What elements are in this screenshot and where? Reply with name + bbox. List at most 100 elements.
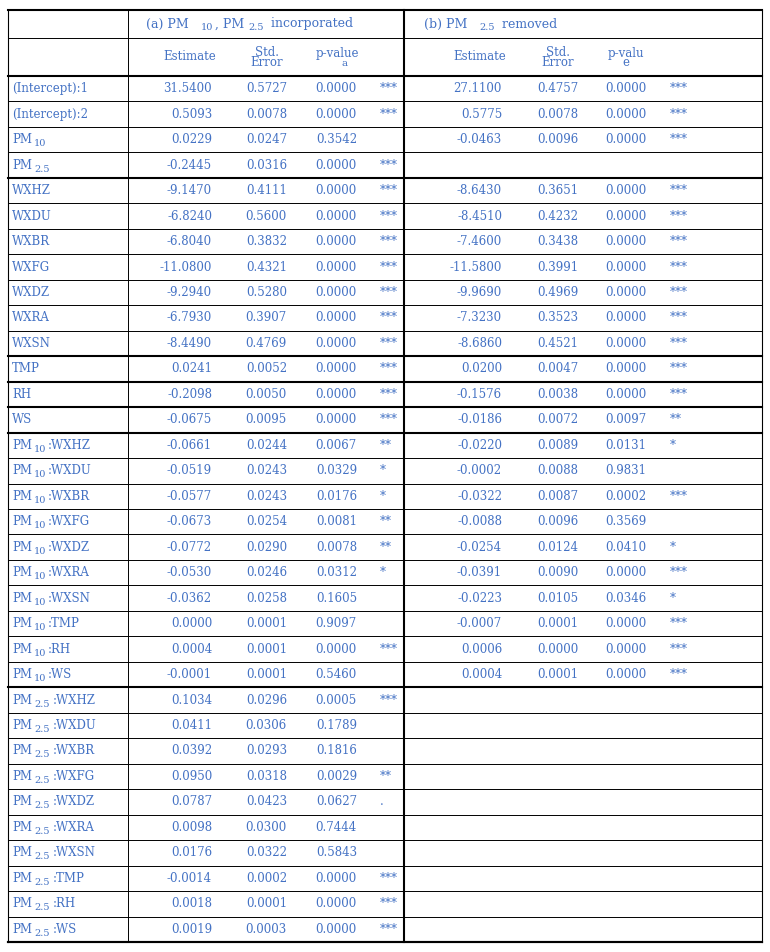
Text: *: * <box>670 439 676 452</box>
Text: .: . <box>380 796 383 808</box>
Text: ***: *** <box>670 643 688 656</box>
Text: 10: 10 <box>34 598 46 606</box>
Text: Estimate: Estimate <box>163 50 216 64</box>
Text: Error: Error <box>251 56 283 69</box>
Text: 0.3907: 0.3907 <box>246 311 287 325</box>
Text: ***: *** <box>670 617 688 630</box>
Text: -0.0220: -0.0220 <box>457 439 502 452</box>
Text: **: ** <box>380 439 392 452</box>
Text: :WXSN: :WXSN <box>53 846 96 860</box>
Text: 0.0254: 0.0254 <box>246 515 287 528</box>
Text: -6.8240: -6.8240 <box>167 209 212 223</box>
Text: 2.5: 2.5 <box>248 24 263 32</box>
Text: 0.0004: 0.0004 <box>460 668 502 681</box>
Text: :WS: :WS <box>53 922 77 936</box>
Text: 0.0047: 0.0047 <box>537 363 578 375</box>
Text: ***: *** <box>380 311 398 325</box>
Text: ***: *** <box>380 643 398 656</box>
Text: 0.0000: 0.0000 <box>604 387 646 401</box>
Text: WXHZ: WXHZ <box>12 184 51 197</box>
Text: -9.1470: -9.1470 <box>167 184 212 197</box>
Text: -0.0661: -0.0661 <box>167 439 212 452</box>
Text: 0.0131: 0.0131 <box>605 439 646 452</box>
Text: 10: 10 <box>201 24 213 32</box>
Text: 2.5: 2.5 <box>34 827 49 836</box>
Text: -7.4600: -7.4600 <box>457 235 502 248</box>
Text: 0.0000: 0.0000 <box>316 108 357 121</box>
Text: 0.0038: 0.0038 <box>537 387 578 401</box>
Text: :WXRA: :WXRA <box>53 821 95 834</box>
Text: ***: *** <box>380 159 398 171</box>
Text: ***: *** <box>670 363 688 375</box>
Text: ***: *** <box>670 566 688 579</box>
Text: -0.0530: -0.0530 <box>167 566 212 579</box>
Text: 0.0300: 0.0300 <box>246 821 287 834</box>
Text: PM: PM <box>12 821 32 834</box>
Text: ***: *** <box>670 184 688 197</box>
Text: incorporated: incorporated <box>267 17 353 30</box>
Text: WS: WS <box>12 413 32 426</box>
Text: -8.6860: -8.6860 <box>457 337 502 350</box>
Text: 0.3523: 0.3523 <box>537 311 578 325</box>
Text: -0.0322: -0.0322 <box>457 489 502 503</box>
Text: -0.0254: -0.0254 <box>457 541 502 554</box>
Text: 10: 10 <box>34 572 46 581</box>
Text: *: * <box>670 541 676 554</box>
Text: PM: PM <box>12 668 32 681</box>
Text: 0.0029: 0.0029 <box>316 770 357 783</box>
Text: 0.0243: 0.0243 <box>246 465 287 477</box>
Text: 0.4769: 0.4769 <box>246 337 287 350</box>
Text: :WXRA: :WXRA <box>48 566 90 579</box>
Text: 0.0322: 0.0322 <box>246 846 287 860</box>
Text: ***: *** <box>670 108 688 121</box>
Text: 0.0423: 0.0423 <box>246 796 287 808</box>
Text: 10: 10 <box>34 445 46 454</box>
Text: 0.3542: 0.3542 <box>316 133 357 147</box>
Text: :RH: :RH <box>53 898 76 910</box>
Text: PM: PM <box>12 439 32 452</box>
Text: 0.0000: 0.0000 <box>604 235 646 248</box>
Text: 2.5: 2.5 <box>34 903 49 912</box>
Text: 0.0000: 0.0000 <box>316 311 357 325</box>
Text: WXSN: WXSN <box>12 337 51 350</box>
Text: 0.0000: 0.0000 <box>316 413 357 426</box>
Text: *: * <box>670 591 676 605</box>
Text: :WXSN: :WXSN <box>48 591 91 605</box>
Text: ***: *** <box>670 337 688 350</box>
Text: :WXFG: :WXFG <box>53 770 95 783</box>
Text: ***: *** <box>670 133 688 147</box>
Text: -0.0186: -0.0186 <box>457 413 502 426</box>
Text: 0.0005: 0.0005 <box>316 693 357 706</box>
Text: 0.0096: 0.0096 <box>537 515 578 528</box>
Text: **: ** <box>380 770 392 783</box>
Text: 27.1100: 27.1100 <box>454 82 502 95</box>
Text: 0.3651: 0.3651 <box>537 184 578 197</box>
Text: 0.0000: 0.0000 <box>604 133 646 147</box>
Text: ***: *** <box>670 387 688 401</box>
Text: 0.9097: 0.9097 <box>316 617 357 630</box>
Text: ***: *** <box>380 108 398 121</box>
Text: 0.4969: 0.4969 <box>537 286 578 299</box>
Text: 0.0096: 0.0096 <box>537 133 578 147</box>
Text: -0.0772: -0.0772 <box>167 541 212 554</box>
Text: PM: PM <box>12 693 32 706</box>
Text: PM: PM <box>12 744 32 758</box>
Text: (b) PM: (b) PM <box>424 17 467 30</box>
Text: -7.3230: -7.3230 <box>457 311 502 325</box>
Text: **: ** <box>380 515 392 528</box>
Text: PM: PM <box>12 566 32 579</box>
Text: PM: PM <box>12 770 32 783</box>
Text: 0.0000: 0.0000 <box>604 311 646 325</box>
Text: 0.0316: 0.0316 <box>246 159 287 171</box>
Text: -9.9690: -9.9690 <box>457 286 502 299</box>
Text: **: ** <box>670 413 682 426</box>
Text: 0.0081: 0.0081 <box>316 515 357 528</box>
Text: PM: PM <box>12 541 32 554</box>
Text: 0.1605: 0.1605 <box>316 591 357 605</box>
Text: 0.0318: 0.0318 <box>246 770 287 783</box>
Text: 0.0001: 0.0001 <box>246 668 287 681</box>
Text: 0.0000: 0.0000 <box>316 363 357 375</box>
Text: 0.0392: 0.0392 <box>171 744 212 758</box>
Text: 0.9831: 0.9831 <box>605 465 646 477</box>
Text: 0.0052: 0.0052 <box>246 363 287 375</box>
